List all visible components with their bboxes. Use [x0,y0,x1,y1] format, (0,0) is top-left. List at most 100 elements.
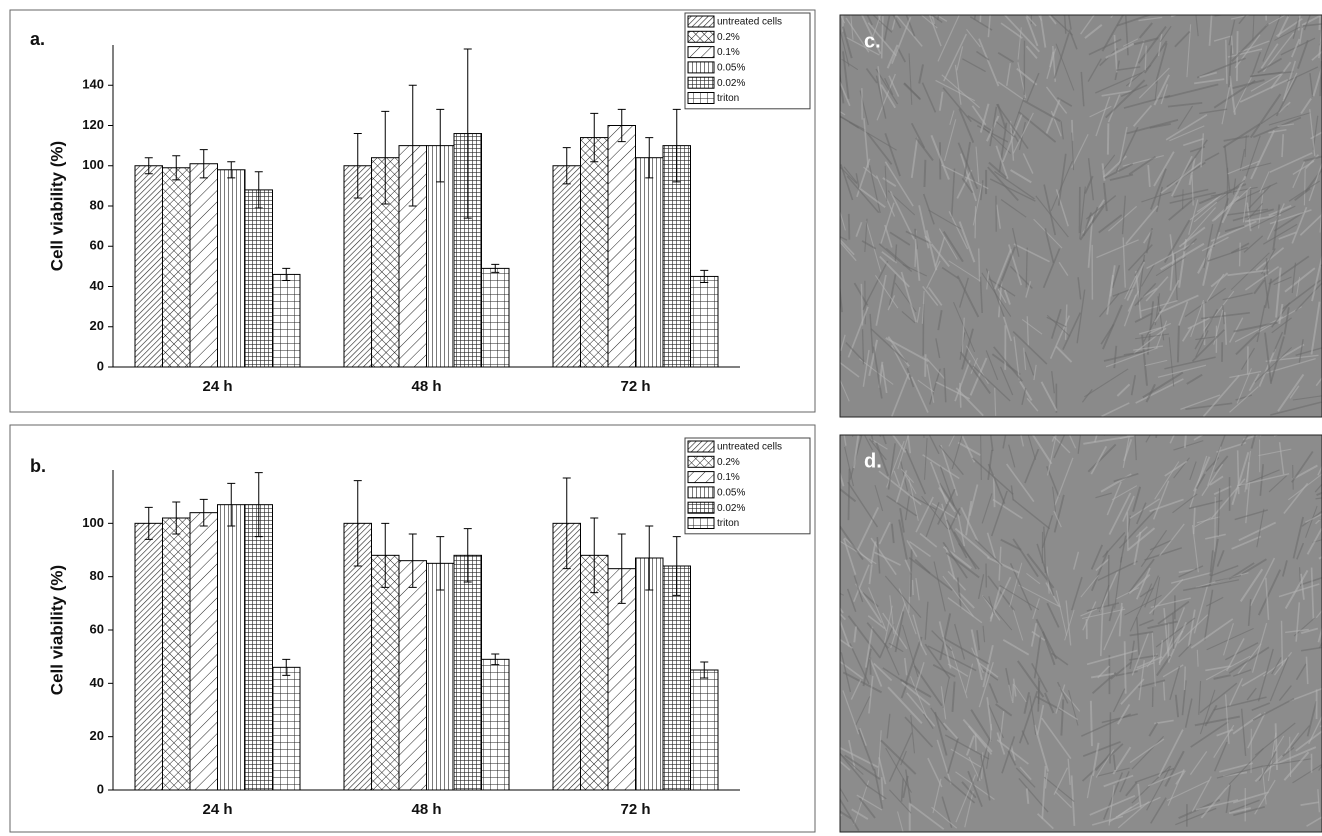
cell-streak [1232,713,1262,735]
cell-streak [927,645,977,672]
cell-streak [1073,551,1080,570]
cell-streak [847,615,882,659]
cell-streak [943,33,968,82]
cell-streak [982,595,1001,621]
cell-streak [956,275,980,318]
cell-streak [1077,277,1082,300]
cell-streak [1317,625,1322,643]
cell-streak [1138,16,1163,22]
cell-streak [1086,775,1093,799]
cell-streak [1300,801,1320,806]
cell-streak [1046,48,1057,79]
cell-streak [1090,445,1108,475]
cell-streak [1258,348,1277,387]
cell-streak [1268,475,1287,493]
cell-streak [845,342,865,363]
cell-streak [1173,440,1204,451]
cell-streak [1031,435,1053,465]
cell-streak [1292,17,1300,39]
legend-label: 0.2% [717,32,740,43]
y-tick-label: 0 [97,358,104,373]
cell-streak [1043,526,1047,573]
cell-streak [1154,42,1168,84]
cell-streak [1317,464,1322,476]
cell-streak [1232,669,1252,677]
cell-streak [1139,619,1154,627]
cell-streak [941,636,990,665]
bar [662,565,691,791]
cell-streak [1281,560,1288,577]
cell-streak [910,803,945,830]
cell-streak [919,532,938,548]
cell-streak [915,578,920,601]
cell-streak [1043,776,1075,802]
cell-streak [1236,450,1240,495]
cell-streak [1178,568,1196,574]
cell-streak [1138,660,1145,701]
cell-streak [869,313,874,354]
cell-streak [934,236,946,267]
cell-streak [1281,134,1285,158]
cell-streak [1201,236,1229,252]
cell-streak [1105,42,1135,59]
cell-streak [987,449,993,480]
cell-streak [938,621,952,669]
cell-streak [1039,15,1047,48]
cell-streak [1117,703,1131,725]
bar [481,658,510,791]
cell-streak [1148,578,1184,615]
cell-streak [1213,435,1226,466]
cell-streak [1298,339,1304,363]
cell-streak [905,448,926,495]
cell-streak [1242,162,1272,171]
cell-streak [1103,774,1134,788]
cell-streak [935,381,970,400]
cell-streak [1132,486,1142,512]
cell-streak [1250,51,1262,78]
cell-streak [995,703,1013,717]
cell-streak [840,618,851,647]
cell-streak [982,644,994,688]
cell-streak [1162,681,1166,701]
cell-streak [1114,556,1123,609]
bar [343,522,372,791]
cell-streak [1089,105,1112,118]
cell-streak [1234,316,1284,343]
cell-streak [960,507,979,542]
cell-streak [875,274,887,326]
cell-streak [855,507,880,553]
cell-streak [948,507,961,531]
cell-streak [1145,276,1169,302]
cell-streak [1021,387,1027,405]
cell-streak [878,521,891,545]
cell-streak [1041,631,1056,666]
cell-streak [1286,66,1319,82]
cell-streak [1154,300,1169,323]
cell-streak [1157,296,1165,341]
cell-streak [1204,152,1220,162]
cell-streak [927,757,943,788]
cell-streak [1229,386,1259,413]
cell-streak [989,435,994,452]
cell-streak [1224,694,1230,745]
cell-streak [1315,609,1322,619]
cell-streak [1239,78,1289,103]
cell-streak [999,710,1005,742]
cell-streak [882,177,897,187]
cell-streak [1299,213,1322,236]
cell-streak [1261,248,1276,275]
image-frame [839,434,1322,833]
cell-streak [1111,15,1114,17]
cell-streak [1033,364,1037,381]
cell-streak [1265,258,1269,275]
cell-streak [870,328,908,363]
cell-streak [1213,741,1228,772]
cell-streak [1111,265,1121,289]
cell-streak [840,812,842,817]
cell-streak [872,15,893,33]
cell-streak [1133,531,1142,565]
cell-streak [1182,207,1216,245]
legend-label: 0.05% [717,488,745,499]
cell-streak [1129,583,1153,632]
